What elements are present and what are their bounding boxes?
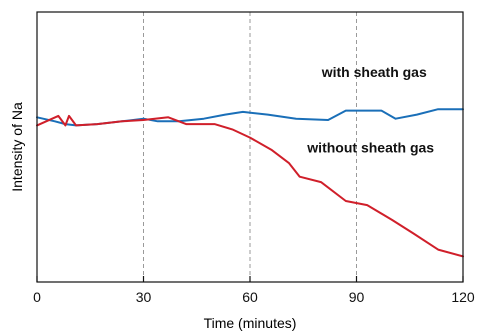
y-axis-label: Intensity of Na <box>9 102 25 192</box>
x-tick-label-0: 0 <box>33 289 41 305</box>
annotation-1: without sheath gas <box>306 139 434 155</box>
x-axis-label: Time (minutes) <box>204 315 297 331</box>
x-tick-label-120: 120 <box>451 289 475 305</box>
x-tick-label-30: 30 <box>136 289 152 305</box>
series-lines <box>36 108 464 258</box>
annotation-0: with sheath gas <box>321 64 427 80</box>
series-line-without-sheath-gas <box>36 114 464 258</box>
x-axis-ticks: 0 30 60 90 120 <box>33 276 475 305</box>
grid-lines <box>143 12 357 282</box>
x-tick-label-60: 60 <box>242 289 258 305</box>
annotations: with sheath gas without sheath gas <box>306 64 434 156</box>
x-tick-label-90: 90 <box>349 289 365 305</box>
